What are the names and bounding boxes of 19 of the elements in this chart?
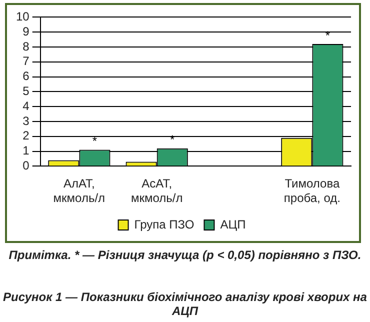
y-tick-label: 3 xyxy=(22,114,30,128)
y-tick-label: 1 xyxy=(22,144,30,158)
text: Примітка. * — Різниця значуща (p < 0,05) порівняно з ПЗО. xyxy=(8,248,362,262)
y-tick-label: 8 xyxy=(22,39,30,54)
y-tick-label: 9 xyxy=(22,24,30,38)
x-tick-label: АлАТ, мкмоль/л xyxy=(53,176,106,206)
x-tick-label: Тимолова проба, од. xyxy=(284,176,340,206)
legend-label: АЦП xyxy=(220,217,246,232)
y-tick-label: 7 xyxy=(22,54,30,68)
y-tick-label: 5 xyxy=(22,84,30,98)
x-tick-label: АсАТ, мкмоль/л xyxy=(130,176,183,206)
annotation: * xyxy=(92,134,98,148)
y-tick-label: 10 xyxy=(16,10,30,24)
y-tick-label: 4 xyxy=(22,98,30,113)
legend-label: Група ПЗО xyxy=(134,217,194,232)
y-tick-label: 2 xyxy=(22,128,30,143)
y-tick-label: 6 xyxy=(22,69,30,84)
y-tick-label: 0 xyxy=(22,158,30,173)
text: Рисунок 1 — Показники біохімічного аналізу крові хворих на АЦП xyxy=(2,290,368,318)
